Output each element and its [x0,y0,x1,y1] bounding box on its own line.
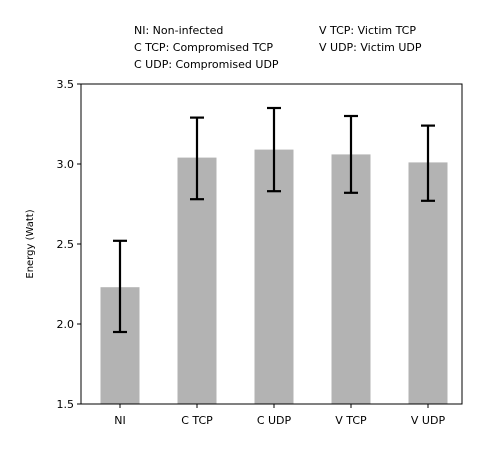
legend-note-v-tcp: V TCP: Victim TCP [319,24,416,37]
legend-note-v-udp: V UDP: Victim UDP [319,41,422,54]
y-tick-label-3.0: 3.0 [57,158,75,171]
y-axis: 1.5 2.0 2.5 3.0 3.5 [57,78,81,411]
error-bar-v-udp [421,124,435,202]
bar-v-tcp [331,154,371,404]
bar-v-udp [408,162,448,404]
legend-note-c-tcp: C TCP: Compromised TCP [134,41,274,54]
error-bar-c-tcp [190,116,204,201]
error-bar-v-tcp [344,114,358,194]
error-bar-ni [113,239,127,334]
y-tick-label-1.5: 1.5 [57,398,75,411]
x-tick-label-v-udp: V UDP [411,414,446,427]
error-bar-c-udp [267,106,281,193]
y-tick-label-2.0: 2.0 [57,318,75,331]
legend-note-c-udp: C UDP: Compromised UDP [134,58,279,71]
legend-note-ni: NI: Non-infected [134,24,224,37]
y-tick-label-3.5: 3.5 [57,78,75,91]
error-bars-group [113,106,435,334]
x-tick-label-c-udp: C UDP [257,414,292,427]
x-tick-label-ni: NI [114,414,125,427]
y-tick-label-2.5: 2.5 [57,238,75,251]
x-axis: NI C TCP C UDP V TCP V UDP [114,404,445,427]
x-tick-label-v-tcp: V TCP [335,414,367,427]
x-tick-label-c-tcp: C TCP [181,414,213,427]
y-axis-label: Energy (Watt) [25,209,36,278]
